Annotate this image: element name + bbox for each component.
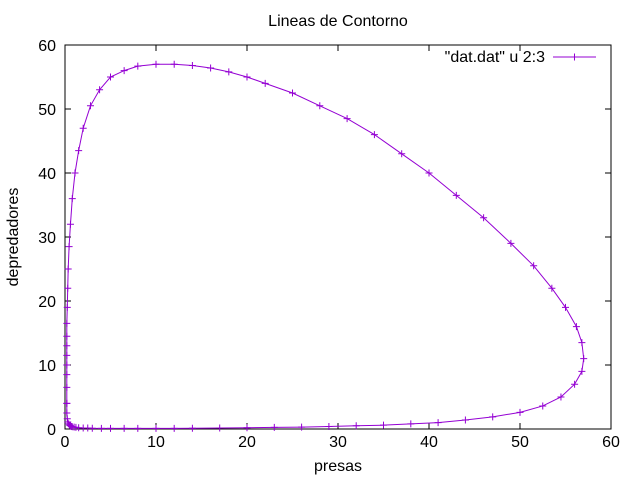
y-tick-label: 60 <box>38 38 56 55</box>
data-point <box>352 422 360 430</box>
data-point <box>64 265 72 273</box>
data-point <box>68 195 76 203</box>
data-point <box>120 424 128 432</box>
data-point <box>66 220 74 228</box>
series-layer <box>63 60 588 432</box>
y-tick-label: 50 <box>38 102 56 119</box>
data-point <box>207 64 215 72</box>
data-point <box>75 147 83 155</box>
data-point <box>65 243 73 251</box>
data-point <box>548 284 556 292</box>
data-point <box>562 303 569 311</box>
data-point <box>120 67 128 75</box>
data-point <box>298 423 306 431</box>
x-tick-label: 20 <box>238 434 256 451</box>
x-axis: 0 10 20 30 40 50 60 <box>61 45 620 451</box>
data-point <box>571 380 579 388</box>
data-point <box>107 424 114 432</box>
data-point <box>188 61 196 69</box>
data-point <box>572 323 580 331</box>
data-point <box>66 422 74 430</box>
y-tick-label: 0 <box>47 422 56 439</box>
x-tick-label: 60 <box>602 434 620 451</box>
data-point <box>225 68 233 76</box>
data-point <box>216 424 224 432</box>
y-axis: 0 10 20 30 40 50 60 <box>38 38 611 439</box>
x-tick-label: 30 <box>329 434 347 451</box>
data-point <box>539 402 547 410</box>
y-tick-label: 30 <box>38 230 56 247</box>
data-point <box>270 423 278 431</box>
x-tick-label: 0 <box>61 434 70 451</box>
data-point <box>243 73 251 81</box>
legend-marker <box>571 53 578 61</box>
data-point <box>516 408 524 416</box>
legend: "dat.dat" u 2:3 <box>445 49 596 66</box>
data-point <box>170 60 178 68</box>
x-axis-label: presas <box>314 458 362 475</box>
y-tick-label: 10 <box>38 358 56 375</box>
data-point <box>152 60 160 68</box>
data-point <box>107 73 114 81</box>
x-tick-label: 50 <box>511 434 529 451</box>
data-point <box>63 371 71 379</box>
data-point <box>243 424 251 432</box>
plot-area <box>64 44 612 430</box>
y-tick-label: 40 <box>38 166 56 183</box>
data-point <box>578 339 586 347</box>
plot-frame <box>64 44 612 430</box>
data-point <box>63 383 71 391</box>
data-point <box>343 115 351 123</box>
y-axis-label: depredadores <box>5 188 22 287</box>
data-point <box>289 89 296 97</box>
data-point <box>88 424 96 432</box>
data-point <box>79 124 87 132</box>
data-point <box>152 424 160 432</box>
data-point <box>425 169 433 177</box>
data-point <box>578 367 586 375</box>
data-point <box>580 355 588 363</box>
data-point <box>63 303 71 311</box>
data-point <box>134 424 142 432</box>
y-tick-label: 20 <box>38 294 56 311</box>
data-point <box>557 393 565 401</box>
x-tick-label: 40 <box>420 434 438 451</box>
chart-title: Lineas de Contorno <box>268 13 408 30</box>
data-point <box>71 169 79 177</box>
data-point <box>134 62 142 70</box>
series-line <box>66 63 585 429</box>
data-point <box>452 191 460 199</box>
data-point <box>380 421 387 429</box>
data-point <box>63 361 71 369</box>
data-point <box>461 416 469 424</box>
data-point <box>170 424 178 432</box>
data-point <box>434 419 442 427</box>
data-point <box>398 150 406 158</box>
legend-entry-label: "dat.dat" u 2:3 <box>445 49 545 66</box>
data-point <box>97 424 105 432</box>
x-tick-label: 10 <box>147 434 165 451</box>
data-point <box>188 424 196 432</box>
data-point <box>63 351 71 359</box>
data-point <box>316 102 324 110</box>
data-point <box>507 239 515 247</box>
data-point <box>530 262 538 270</box>
data-point <box>261 79 269 87</box>
data-point <box>86 102 94 110</box>
data-point <box>370 131 378 139</box>
data-point <box>63 399 71 407</box>
data-point <box>480 214 488 222</box>
data-point <box>64 284 72 292</box>
data-point <box>63 319 71 327</box>
data-point <box>407 420 415 428</box>
data-point <box>325 422 333 430</box>
data-point <box>63 342 71 350</box>
data-point <box>489 413 497 421</box>
data-point <box>96 86 104 94</box>
data-point <box>63 332 71 340</box>
